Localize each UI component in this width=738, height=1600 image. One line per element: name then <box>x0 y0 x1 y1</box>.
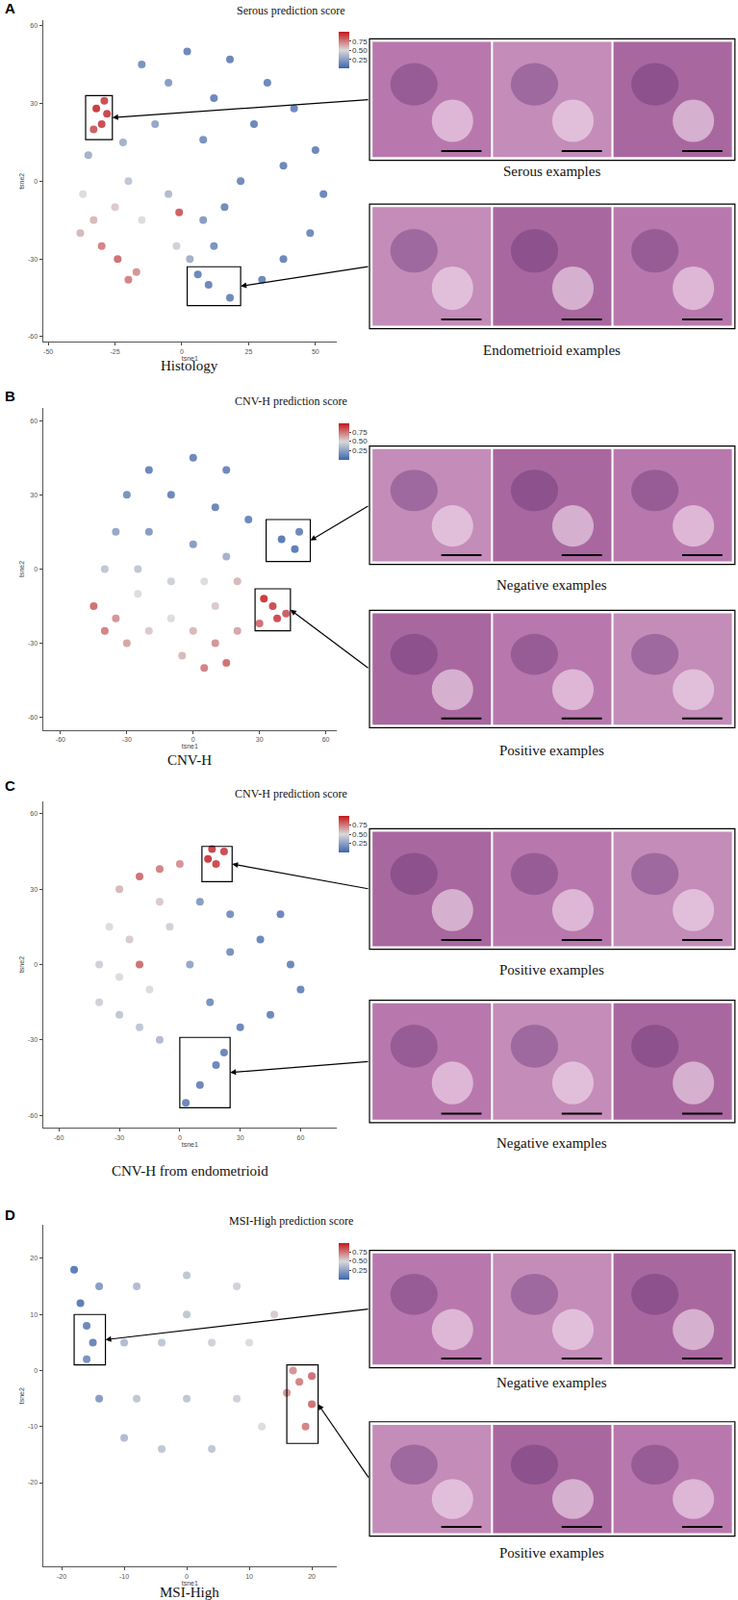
svg-text:B: B <box>4 387 16 405</box>
svg-text:60: 60 <box>29 417 38 425</box>
svg-text:0: 0 <box>191 736 196 743</box>
svg-text:0.25: 0.25 <box>352 1266 368 1275</box>
svg-text:30: 30 <box>29 491 38 499</box>
svg-text:D: D <box>4 1206 16 1223</box>
svg-text:60: 60 <box>29 22 38 29</box>
svg-text:CNV-H from endometrioid: CNV-H from endometrioid <box>111 1163 269 1179</box>
svg-text:0.50: 0.50 <box>352 830 368 840</box>
svg-text:tsne2: tsne2 <box>18 560 26 578</box>
svg-text:tsne1: tsne1 <box>181 742 199 750</box>
svg-text:Positive examples: Positive examples <box>499 742 605 759</box>
svg-text:50: 50 <box>311 348 320 356</box>
svg-text:0: 0 <box>33 1367 38 1375</box>
svg-text:30: 30 <box>236 1134 245 1142</box>
svg-text:Histology: Histology <box>160 357 219 374</box>
svg-text:60: 60 <box>297 1134 306 1142</box>
svg-text:0.25: 0.25 <box>352 55 368 65</box>
svg-text:-10: -10 <box>119 1573 129 1580</box>
svg-text:-20: -20 <box>56 1573 67 1580</box>
svg-text:-60: -60 <box>27 713 38 721</box>
svg-text:tsne2: tsne2 <box>18 956 26 973</box>
svg-text:30: 30 <box>29 100 38 107</box>
svg-text:CNV-H prediction score: CNV-H prediction score <box>234 787 348 801</box>
svg-text:25: 25 <box>245 348 254 356</box>
svg-text:0: 0 <box>179 348 184 356</box>
svg-text:-30: -30 <box>27 1036 38 1044</box>
svg-text:CNV-H: CNV-H <box>167 752 212 768</box>
svg-text:0: 0 <box>33 178 38 185</box>
svg-text:60: 60 <box>29 810 38 817</box>
svg-text:tsne1: tsne1 <box>181 1579 199 1587</box>
svg-text:20: 20 <box>307 1573 316 1580</box>
svg-text:0.75: 0.75 <box>352 428 368 437</box>
svg-text:-50: -50 <box>43 348 53 356</box>
svg-text:Positive examples: Positive examples <box>499 1545 605 1561</box>
svg-text:Serous prediction score: Serous prediction score <box>236 3 346 18</box>
svg-text:0.75: 0.75 <box>352 1247 368 1257</box>
svg-text:Serous examples: Serous examples <box>503 163 601 179</box>
svg-text:A: A <box>4 0 16 17</box>
svg-text:C: C <box>4 777 16 794</box>
svg-text:30: 30 <box>29 886 38 893</box>
svg-text:tsne1: tsne1 <box>181 1141 199 1148</box>
svg-text:-30: -30 <box>27 639 38 647</box>
svg-text:tsne2: tsne2 <box>18 1387 26 1404</box>
svg-text:CNV-H prediction score: CNV-H prediction score <box>234 394 348 408</box>
svg-text:-30: -30 <box>27 255 38 263</box>
svg-text:0.75: 0.75 <box>352 37 368 47</box>
svg-text:20: 20 <box>29 1254 38 1262</box>
svg-text:Positive examples: Positive examples <box>499 962 605 978</box>
svg-text:-20: -20 <box>27 1478 38 1486</box>
svg-text:tsne2: tsne2 <box>18 173 26 190</box>
svg-text:-60: -60 <box>27 332 38 340</box>
svg-text:0.75: 0.75 <box>352 820 368 830</box>
svg-text:MSI-High: MSI-High <box>159 1584 220 1600</box>
svg-text:0: 0 <box>178 1134 182 1142</box>
svg-text:0.50: 0.50 <box>352 1256 368 1266</box>
svg-text:0.50: 0.50 <box>352 436 368 446</box>
svg-text:0: 0 <box>33 961 38 968</box>
svg-text:0.25: 0.25 <box>352 446 368 456</box>
svg-text:0: 0 <box>184 1573 189 1580</box>
svg-text:-30: -30 <box>122 736 132 743</box>
svg-text:30: 30 <box>255 736 264 743</box>
svg-text:-60: -60 <box>55 736 66 743</box>
svg-text:0.50: 0.50 <box>352 46 368 55</box>
svg-text:Negative examples: Negative examples <box>496 1135 608 1151</box>
svg-text:Negative examples: Negative examples <box>496 1374 608 1391</box>
svg-text:MSI-High prediction score: MSI-High prediction score <box>229 1214 354 1228</box>
svg-text:10: 10 <box>29 1311 38 1319</box>
svg-text:-30: -30 <box>114 1134 125 1142</box>
svg-text:0.25: 0.25 <box>352 839 368 848</box>
svg-text:Negative examples: Negative examples <box>496 577 608 593</box>
svg-text:-10: -10 <box>27 1423 38 1430</box>
svg-text:-25: -25 <box>109 348 120 356</box>
svg-text:10: 10 <box>245 1573 254 1580</box>
svg-text:0: 0 <box>33 565 38 573</box>
svg-text:-60: -60 <box>27 1112 38 1120</box>
svg-text:-60: -60 <box>53 1134 64 1142</box>
svg-text:tsne1: tsne1 <box>181 355 199 362</box>
svg-text:60: 60 <box>322 736 331 743</box>
svg-text:Endometrioid examples: Endometrioid examples <box>483 342 621 358</box>
